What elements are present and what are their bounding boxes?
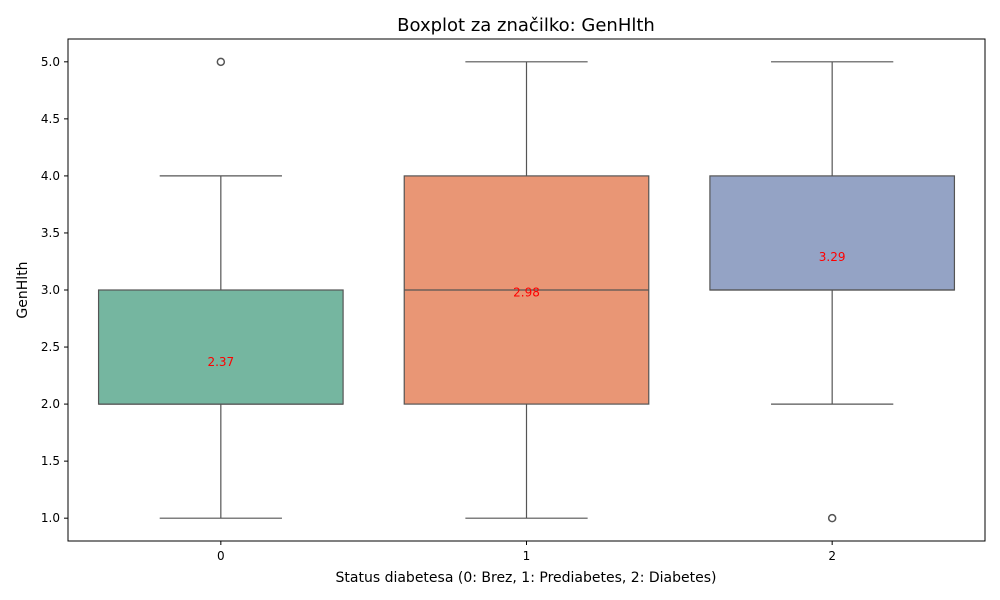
y-tick-label: 3.5	[41, 226, 60, 240]
x-axis: 0 1 2	[217, 541, 836, 563]
y-tick-label: 1.5	[41, 454, 60, 468]
x-tick-label: 1	[523, 549, 531, 563]
chart-title: Boxplot za značilko: GenHlth	[397, 15, 655, 36]
mean-label: 3.29	[819, 250, 846, 264]
y-tick-label: 4.5	[41, 112, 60, 126]
y-axis: 1.0 1.5 2.0 2.5 3.0 3.5 4.0 4.5 5.0	[41, 55, 68, 525]
outlier-point	[216, 57, 226, 67]
y-tick-label: 2.5	[41, 340, 60, 354]
box-group-2: 3.29	[709, 61, 956, 523]
x-tick-label: 0	[217, 549, 225, 563]
mean-label: 2.37	[207, 355, 234, 369]
box-iqr	[97, 289, 344, 405]
box-iqr	[709, 175, 956, 291]
mean-label: 2.98	[513, 285, 540, 299]
y-tick-label: 5.0	[41, 55, 60, 69]
plot-area: 2.37 2.98 3.29	[97, 57, 956, 523]
box-group-1: 2.98	[403, 61, 650, 519]
y-tick-label: 3.0	[41, 283, 60, 297]
y-tick-label: 1.0	[41, 511, 60, 525]
box-group-0: 2.37	[97, 57, 344, 519]
outlier-point	[827, 513, 837, 523]
x-tick-label: 2	[828, 549, 836, 563]
y-tick-label: 4.0	[41, 169, 60, 183]
y-axis-label: GenHlth	[15, 261, 31, 318]
y-tick-label: 2.0	[41, 397, 60, 411]
x-axis-label: Status diabetesa (0: Brez, 1: Prediabete…	[336, 570, 717, 586]
